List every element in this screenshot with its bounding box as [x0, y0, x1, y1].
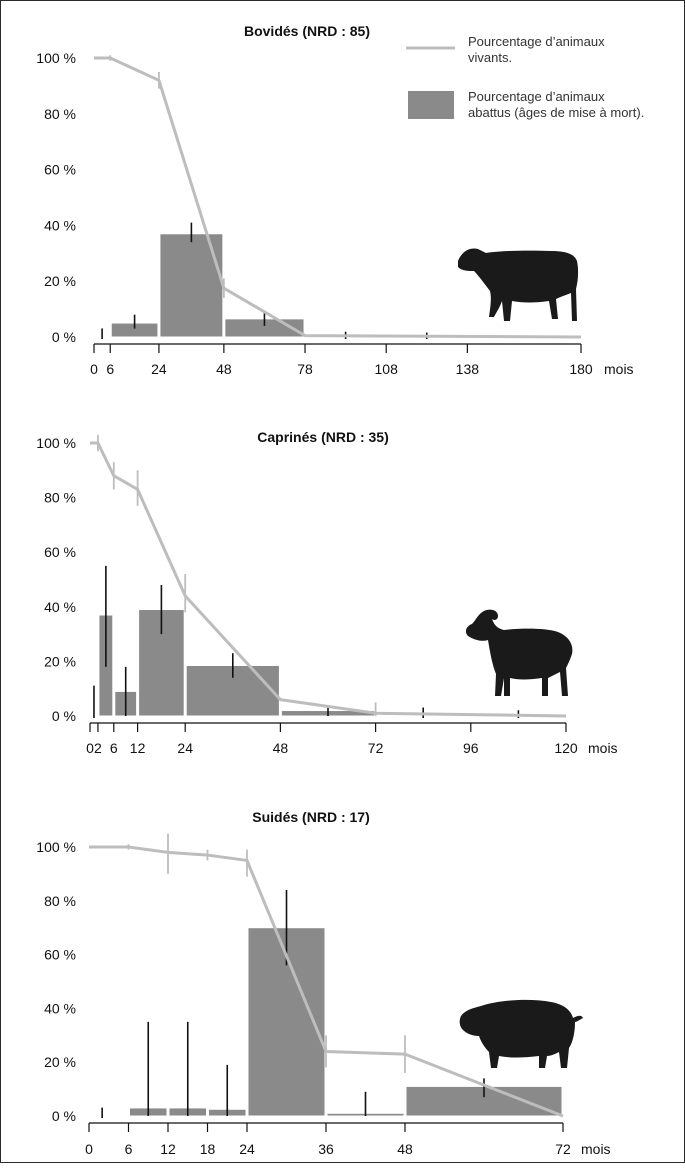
x-tick-label: 0 — [90, 361, 98, 377]
chart-panel-caprines: Caprinés (NRD : 35) 0 % 20 % 40 % 60 % 80 % 1… — [36, 429, 617, 756]
cow-icon — [458, 248, 579, 321]
y-tick-label: 20 % — [44, 653, 76, 669]
legend-bar-label-2: abattus (âges de mise à mort). — [468, 105, 644, 120]
x-tick-label: 24 — [151, 361, 167, 377]
y-tick-label: 40 % — [44, 217, 76, 233]
y-tick-label: 100 % — [36, 435, 76, 451]
y-tick-label: 0 % — [52, 708, 76, 724]
x-tick-label: 2 — [94, 740, 102, 756]
goat-icon — [465, 609, 573, 696]
y-tick-label: 80 % — [44, 106, 76, 122]
x-tick-label: 6 — [110, 740, 118, 756]
x-tick-label: 96 — [463, 740, 479, 756]
x-tick-label: 138 — [456, 361, 480, 377]
x-tick-label: 48 — [397, 1141, 413, 1157]
y-tick-label: 60 % — [44, 544, 76, 560]
x-tick-label: 48 — [273, 740, 289, 756]
x-unit-label: mois — [581, 1141, 611, 1157]
x-tick-label: 6 — [106, 361, 114, 377]
x-tick-label: 180 — [569, 361, 593, 377]
chart-title: Caprinés (NRD : 35) — [257, 429, 388, 445]
y-tick-label: 0 % — [52, 329, 76, 345]
legend-line-label-1: Pourcentage d’animaux — [468, 34, 605, 49]
y-tick-label: 20 % — [44, 1054, 76, 1070]
x-tick-label: 0 — [86, 740, 94, 756]
x-tick-label: 0 — [85, 1141, 93, 1157]
legend: Pourcentage d’animaux vivants. Pourcenta… — [406, 34, 644, 120]
x-tick-label: 12 — [130, 740, 146, 756]
pig-icon — [459, 999, 583, 1068]
y-tick-label: 60 % — [44, 162, 76, 178]
x-tick-label: 24 — [177, 740, 193, 756]
y-tick-label: 80 % — [44, 893, 76, 909]
chart-title: Suidés (NRD : 17) — [252, 809, 369, 825]
x-tick-label: 72 — [368, 740, 384, 756]
survival-line — [94, 56, 582, 339]
x-tick-label: 108 — [375, 361, 399, 377]
y-tick-label: 60 % — [44, 947, 76, 963]
x-tick-label: 18 — [200, 1141, 216, 1157]
x-tick-label: 120 — [554, 740, 578, 756]
x-tick-label: 24 — [239, 1141, 255, 1157]
y-tick-label: 0 % — [52, 1108, 76, 1124]
x-tick-label: 78 — [297, 361, 313, 377]
x-tick-label: 36 — [318, 1141, 334, 1157]
chart-title: Bovidés (NRD : 85) — [244, 23, 370, 39]
x-tick-label: 48 — [216, 361, 232, 377]
y-tick-label: 100 % — [36, 50, 76, 66]
age-class-bar — [159, 233, 224, 338]
x-tick-label: 72 — [555, 1141, 571, 1157]
y-tick-label: 80 % — [44, 490, 76, 506]
y-tick-label: 20 % — [44, 273, 76, 289]
x-tick-label: 12 — [160, 1141, 176, 1157]
x-unit-label: mois — [604, 361, 634, 377]
survival-line — [89, 845, 564, 1118]
legend-line-label-2: vivants. — [468, 50, 512, 65]
chart-panel-suides: Suidés (NRD : 17) 0 % 20 % 40 % 60 % 80 % 100… — [36, 809, 610, 1157]
x-unit-label: mois — [588, 740, 618, 756]
legend-bar-label-1: Pourcentage d’animaux — [468, 89, 605, 104]
chart-panel-bovides: Bovidés (NRD : 85) 0 % 20 % 40 % 60 % 80 % 10… — [36, 23, 633, 377]
y-tick-label: 40 % — [44, 1000, 76, 1016]
survival-line — [90, 441, 567, 718]
y-tick-label: 100 % — [36, 839, 76, 855]
x-tick-label: 6 — [125, 1141, 133, 1157]
legend-bar-swatch — [408, 91, 454, 119]
y-tick-label: 40 % — [44, 599, 76, 615]
